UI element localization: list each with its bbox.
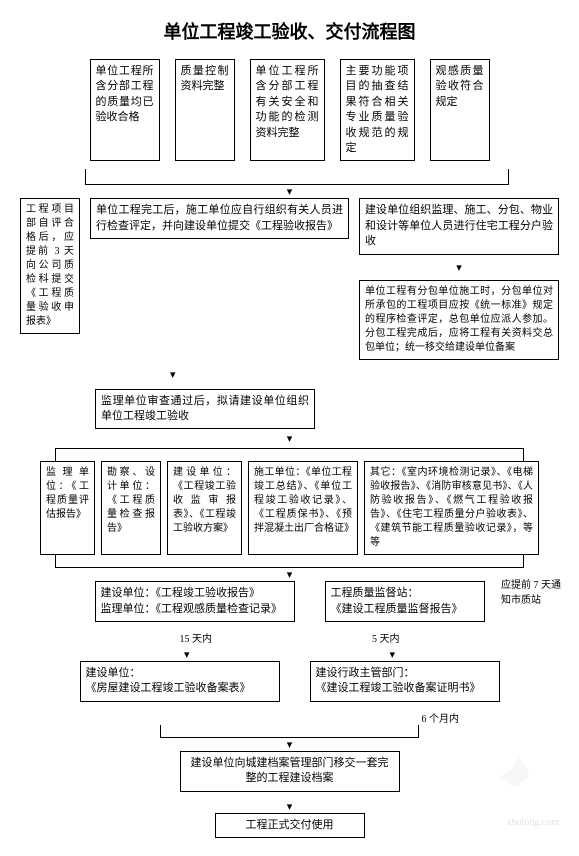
r3-b4: 施工单位：《单位工程竣工总结》、《单位工程竣工验收记录》、《工程质保书》、《预拌… bbox=[248, 461, 358, 555]
right1: 建设单位组织监理、施工、分包、物业和设计等单位人员进行住宅工程分户验收 bbox=[359, 198, 559, 254]
mid1: 单位工程完工后，施工单位应自行组织有关人员进行检查评定，并向建设单位提交《工程验… bbox=[90, 198, 349, 239]
r5-la: 建设单位： bbox=[86, 666, 274, 681]
r5-ra: 建设行政主管部门： bbox=[316, 666, 494, 681]
r4-right: 工程质量监督站： 《建设工程质量监督报告》 bbox=[325, 581, 485, 622]
row-5: 建设单位： 《房屋建设工程竣工验收备案表》 建设行政主管部门： 《建设工程竣工验… bbox=[10, 661, 569, 702]
r4-lb: 监理单位：《工程观感质量检查记录》 bbox=[101, 602, 289, 617]
row-2: 工程项目部自评合格后，应提前 3 天向公司质检科提交《工程质量验收申报表》 单位… bbox=[20, 198, 559, 429]
r3-b1: 监理单位：《工程质量评估报告》 bbox=[40, 461, 95, 555]
r1-b5: 观感质量验收符合规定 bbox=[430, 59, 490, 161]
t5: 5 天内 bbox=[372, 630, 400, 645]
t6: 6 个月内 bbox=[10, 710, 459, 725]
r3-b2: 勘察、设计单位：《工程质量检查报告》 bbox=[101, 461, 161, 555]
note-r4: 应提前 7 天通知市质站 bbox=[501, 576, 561, 606]
r1-b3: 单位工程所含分部工程有关安全和功能的检测资料完整 bbox=[250, 59, 325, 161]
left-side: 工程项目部自评合格后，应提前 3 天向公司质检科提交《工程质量验收申报表》 bbox=[20, 198, 80, 334]
row-1: 单位工程所含分部工程的质量均已验收合格 质量控制资料完整 单位工程所含分部工程有… bbox=[10, 59, 569, 161]
row-4: 建设单位：《工程竣工验收报告》 监理单位：《工程观感质量检查记录》 工程质量监督… bbox=[10, 581, 569, 622]
watermark-text: zhulong.com bbox=[507, 817, 559, 828]
r5-rb: 《建设工程竣工验收备案证明书》 bbox=[316, 681, 494, 696]
final2: 工程正式交付使用 bbox=[215, 813, 365, 838]
watermark-icon bbox=[489, 747, 549, 810]
mid2: 监理单位审查通过后，拟请建设单位组织单位工程竣工验收 bbox=[95, 389, 315, 430]
r1-b1: 单位工程所含分部工程的质量均已验收合格 bbox=[90, 59, 160, 161]
page-title: 单位工程竣工验收、交付流程图 bbox=[10, 18, 569, 44]
right2: 单位工程有分包单位施工时，分包单位对所承包的工程项目应按《统一标准》规定的程序检… bbox=[359, 280, 559, 360]
row-3: 监理单位：《工程质量评估报告》 勘察、设计单位：《工程质量检查报告》 建设单位：… bbox=[18, 461, 561, 555]
r3-b3: 建设单位：《工程竣工验收监审报表》、《工程竣工验收方案》 bbox=[167, 461, 242, 555]
r1-b4: 主要功能项目的抽查结果符合相关专业质量验收规范的规定 bbox=[340, 59, 415, 161]
final1: 建设单位向城建档案管理部门移交一套完整的工程建设档案 bbox=[180, 751, 400, 792]
r4-left: 建设单位：《工程竣工验收报告》 监理单位：《工程观感质量检查记录》 bbox=[95, 581, 295, 622]
r4-rb: 《建设工程质量监督报告》 bbox=[331, 602, 479, 617]
r1-b2: 质量控制资料完整 bbox=[175, 59, 235, 161]
r5-left: 建设单位： 《房屋建设工程竣工验收备案表》 bbox=[80, 661, 280, 702]
r5-right: 建设行政主管部门： 《建设工程竣工验收备案证明书》 bbox=[310, 661, 500, 702]
r4-la: 建设单位：《工程竣工验收报告》 bbox=[101, 586, 289, 601]
r4-ra: 工程质量监督站： bbox=[331, 586, 479, 601]
t15: 15 天内 bbox=[180, 630, 213, 645]
r5-lb: 《房屋建设工程竣工验收备案表》 bbox=[86, 681, 274, 696]
r3-b5: 其它：《室内环境检测记录》、《电梯验收报告》、《消防审核意见书》、《人防验收报告… bbox=[364, 461, 539, 555]
